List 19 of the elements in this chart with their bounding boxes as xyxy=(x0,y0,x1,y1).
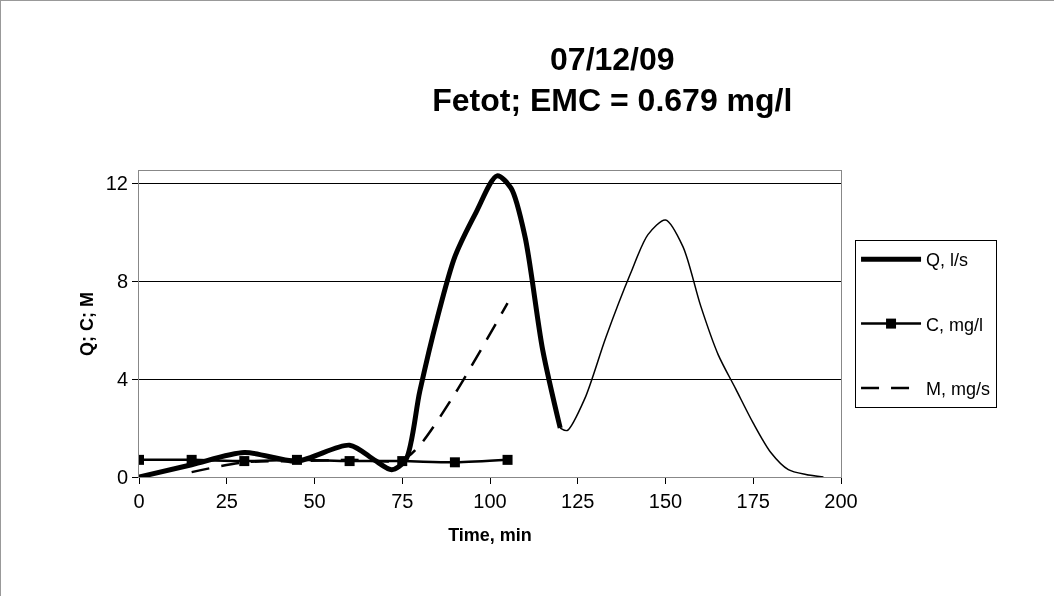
legend-label: M, mg/s xyxy=(926,379,991,400)
x-tick-label: 25 xyxy=(215,490,238,512)
y-tick-label: 8 xyxy=(116,270,128,293)
legend-label: Q, l/s xyxy=(926,250,969,271)
x-tick-label: 50 xyxy=(303,490,326,512)
y-tick-label: 0 xyxy=(116,466,128,488)
legend-label: C, mg/l xyxy=(926,314,984,335)
x-tick-label: 75 xyxy=(391,490,414,512)
x-tick-label: 175 xyxy=(736,490,770,512)
x-axis-title: Time, min xyxy=(448,525,532,545)
y-tick-label: 12 xyxy=(105,172,128,195)
x-tick-label: 0 xyxy=(133,490,145,512)
x-tick-label: 125 xyxy=(561,490,595,512)
x-tick-label: 150 xyxy=(648,490,683,512)
x-tick-label: 200 xyxy=(824,490,858,512)
chart-title: 07/12/09 Fetot; EMC = 0.679 mg/l xyxy=(432,40,793,119)
y-axis-title: Q; C; M xyxy=(77,292,97,356)
y-tick-label: 4 xyxy=(116,368,128,391)
x-tick-label: 100 xyxy=(473,490,507,512)
